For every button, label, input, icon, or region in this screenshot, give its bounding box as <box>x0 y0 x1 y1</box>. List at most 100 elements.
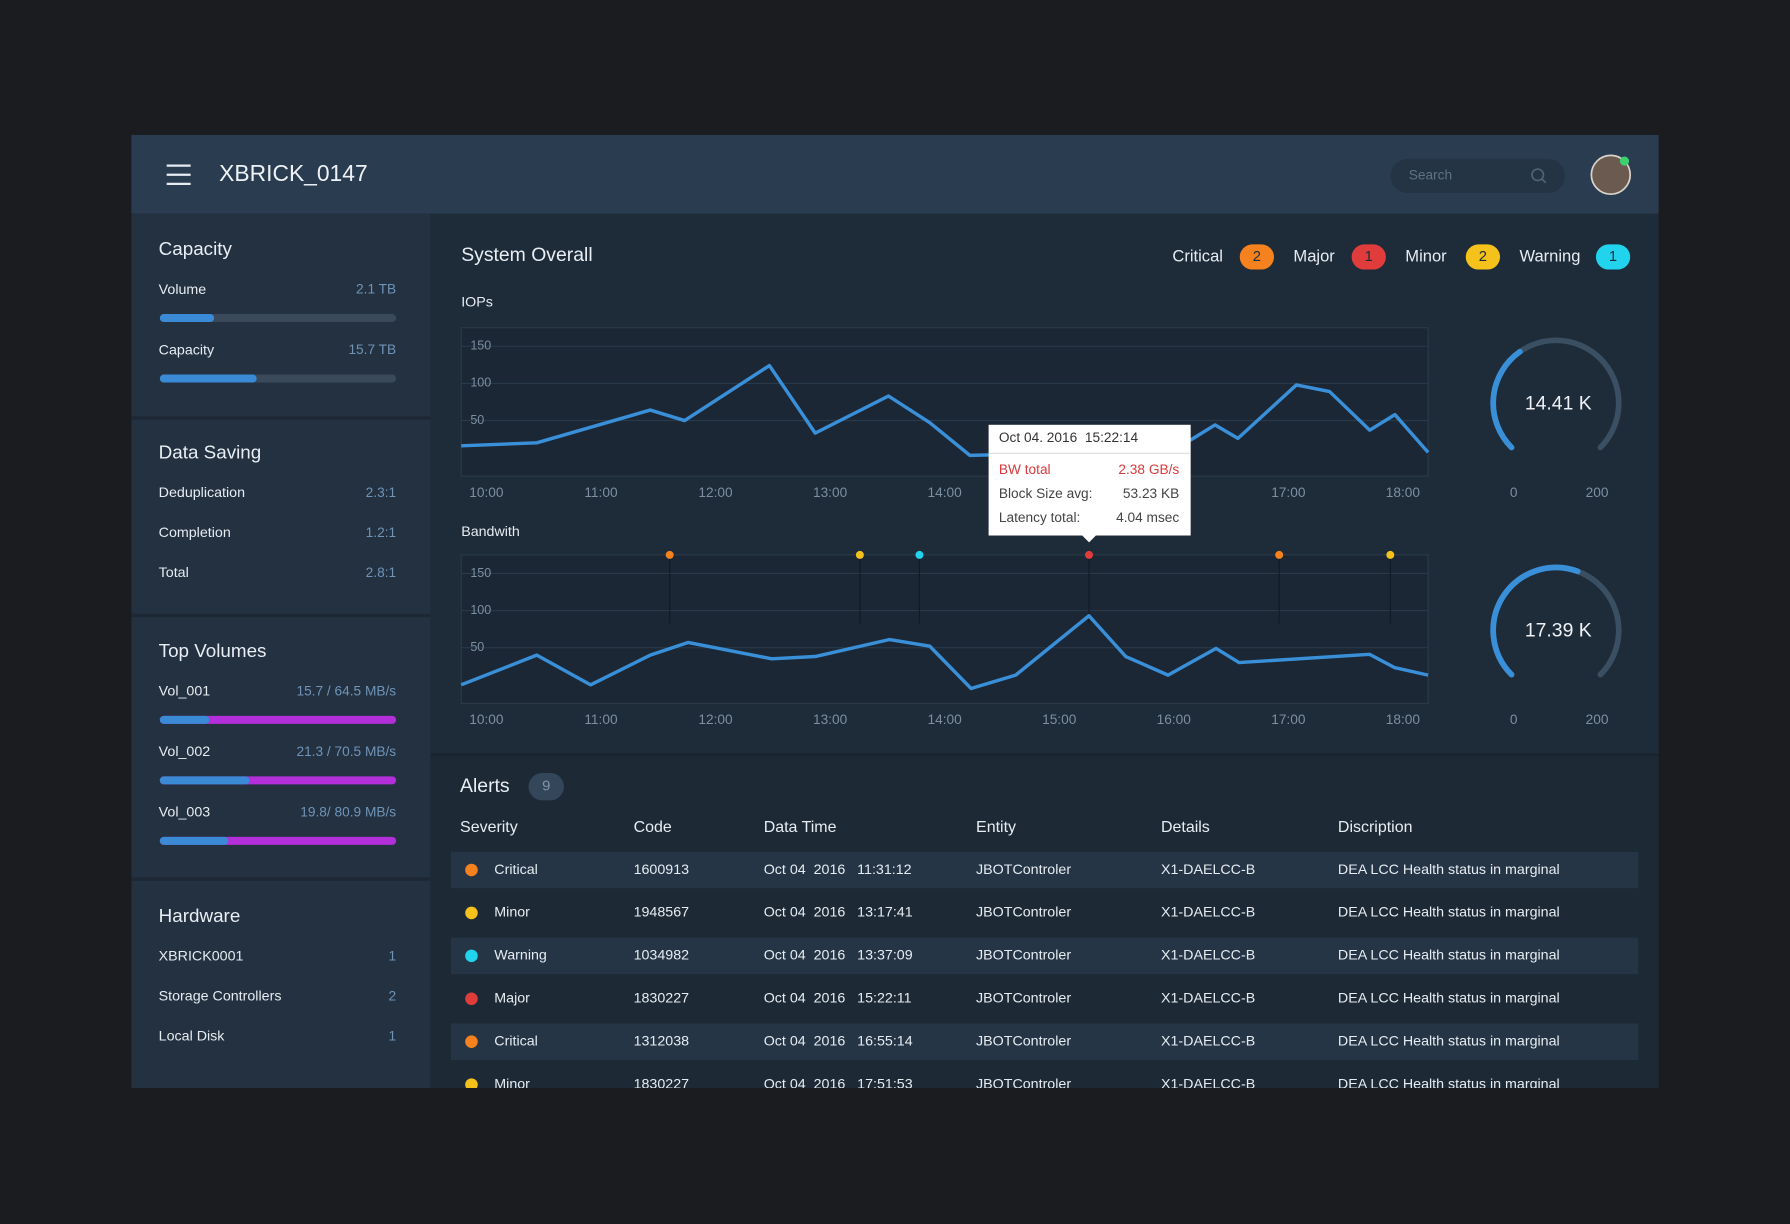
tooltip-title: Oct 04. 2016 15:22:14 <box>999 430 1139 445</box>
cell: Warning <box>494 948 547 964</box>
item-label: Vol_001 <box>159 684 211 700</box>
item-label: XBRICK0001 <box>159 949 244 965</box>
severity-dot <box>465 992 478 1006</box>
alerts-title: Alerts <box>460 775 510 797</box>
gauge-max: 200 <box>1586 712 1609 727</box>
search-icon <box>1541 178 1547 184</box>
tooltip-label: BW total <box>999 462 1051 477</box>
sidebar-bg <box>131 213 431 1089</box>
badge-label: Minor <box>1405 246 1447 265</box>
x-tick-label: 15:00 <box>1042 712 1077 727</box>
cell: 1830227 <box>634 1076 690 1092</box>
item-label: Deduplication <box>159 485 245 501</box>
row-bg <box>450 937 1639 975</box>
tooltip-box <box>988 424 1191 536</box>
cell: 1830227 <box>634 991 690 1007</box>
item-label: Completion <box>159 525 231 541</box>
row-bg <box>450 851 1639 889</box>
search-box[interactable] <box>1390 158 1566 194</box>
section-title: System Overall <box>461 244 592 266</box>
badge-count: 2 <box>1253 249 1261 265</box>
badge-label: Warning <box>1519 246 1580 265</box>
gauge-arc <box>1490 348 1523 451</box>
badge-pill <box>1595 244 1631 270</box>
x-tick-label: 12:00 <box>698 712 733 727</box>
item-label: Volume <box>159 282 207 298</box>
gauge-max: 200 <box>1586 485 1609 500</box>
severity-dot <box>465 1035 478 1048</box>
item-value: 2.1 TB <box>356 282 396 297</box>
cell: Oct 04 2016 16:55:14 <box>764 1033 913 1049</box>
badge-count: 1 <box>1609 249 1617 265</box>
progress-fill <box>159 374 257 383</box>
event-marker <box>665 550 674 559</box>
item-value: 1.2:1 <box>366 525 396 540</box>
plot-area <box>460 554 1429 704</box>
search-icon <box>1531 168 1545 182</box>
cell: JBOTControler <box>976 948 1071 964</box>
cell: X1-DAELCC-B <box>1161 948 1255 964</box>
badge-pill <box>1351 244 1386 270</box>
item-value: 1 <box>389 948 397 963</box>
x-tick-label: 18:00 <box>1386 712 1421 727</box>
column-header: Details <box>1161 819 1210 836</box>
x-tick-label: 16:00 <box>1157 712 1192 727</box>
tooltip-pointer <box>1082 535 1096 543</box>
cell: 1034982 <box>634 948 690 964</box>
event-marker <box>855 550 864 559</box>
chart-title: Bandwith <box>461 524 520 540</box>
cell: DEA LCC Health status in marginal <box>1338 862 1560 878</box>
cell: 1312038 <box>634 1033 690 1049</box>
sidebar-title: Hardware <box>159 905 241 926</box>
severity-dot <box>465 906 478 920</box>
cell: Minor <box>494 905 530 921</box>
item-value: 2.3:1 <box>366 485 396 500</box>
cell: Oct 04 2016 17:51:53 <box>764 1076 913 1092</box>
progress-fill <box>159 715 210 724</box>
x-tick-label: 18:00 <box>1386 485 1421 500</box>
badge-count: 2 <box>1479 249 1487 265</box>
x-tick-label: 14:00 <box>928 485 963 500</box>
x-tick-label: 10:00 <box>469 712 504 727</box>
menu-icon[interactable] <box>166 164 191 186</box>
cell: Critical <box>494 1033 538 1049</box>
progress-fill <box>159 776 250 785</box>
cell: Oct 04 2016 11:31:12 <box>764 862 912 878</box>
event-marker <box>915 550 924 559</box>
cell: X1-DAELCC-B <box>1161 991 1255 1007</box>
cell: DEA LCC Health status in marginal <box>1338 905 1560 921</box>
alerts-count: 9 <box>542 779 550 795</box>
gauge-min: 0 <box>1510 485 1518 500</box>
progress-fill <box>159 314 215 323</box>
x-tick-label: 14:00 <box>928 712 963 727</box>
plot-area <box>460 327 1429 477</box>
cell: JBOTControler <box>976 862 1071 878</box>
gauge-min: 0 <box>1510 712 1518 727</box>
cell: 1948567 <box>634 905 690 921</box>
cell: JBOTControler <box>976 905 1071 921</box>
item-label: Capacity <box>159 342 215 358</box>
x-tick-label: 11:00 <box>584 712 618 727</box>
x-tick-label: 12:00 <box>698 485 733 500</box>
severity-dot <box>465 863 478 877</box>
cell: JBOTControler <box>976 991 1071 1007</box>
x-tick-label: 11:00 <box>584 485 618 500</box>
alerts-count-pill <box>528 772 564 801</box>
cell: Oct 04 2016 15:22:11 <box>764 991 912 1007</box>
search-placeholder: Search <box>1409 168 1452 183</box>
gauge-value: 14.41 K <box>1525 392 1592 414</box>
cell: X1-DAELCC-B <box>1161 1076 1255 1092</box>
event-marker <box>1386 550 1395 559</box>
y-tick-label: 50 <box>470 640 484 654</box>
cell: Critical <box>494 862 538 878</box>
badge-pill <box>1465 244 1501 270</box>
cell: JBOTControler <box>976 1033 1071 1049</box>
cell: DEA LCC Health status in marginal <box>1338 1076 1560 1092</box>
column-header: Discription <box>1338 819 1413 836</box>
y-tick-label: 100 <box>470 603 491 617</box>
avatar[interactable] <box>1590 154 1632 196</box>
panel: XBRICK_0147 Search System Overall Alerts… <box>131 134 1659 1092</box>
sidebar-title: Data Saving <box>159 441 262 462</box>
severity-dot <box>465 1078 478 1089</box>
